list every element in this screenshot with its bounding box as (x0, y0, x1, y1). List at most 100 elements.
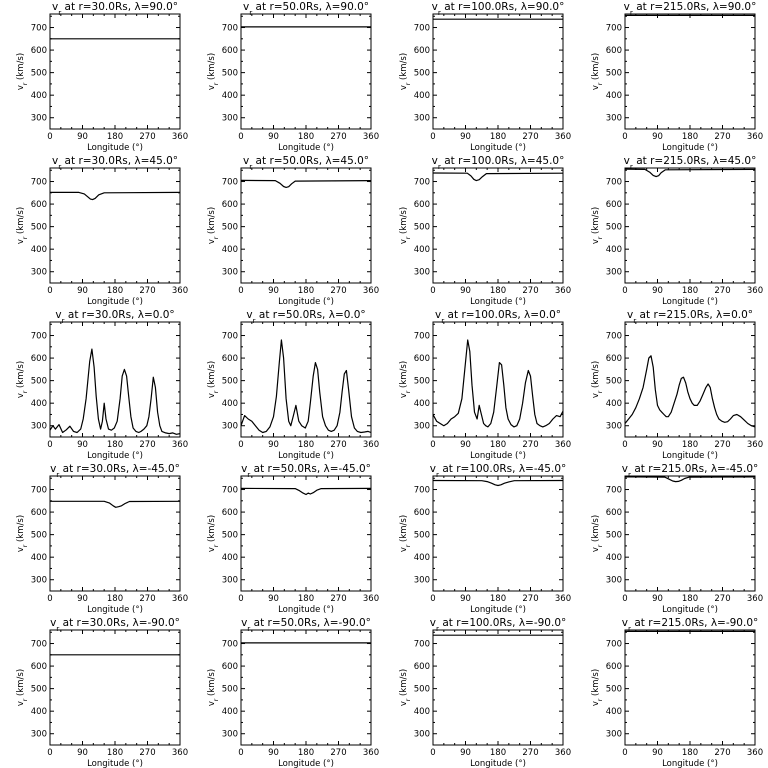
y-axis-label: vr (km/s) (207, 515, 220, 552)
y-axis-label: vr (km/s) (16, 207, 29, 244)
y-tick-label: 300 (606, 730, 622, 740)
panel-r30.0-lat90.0: 0 90 180 270 360 300 400 500 600 700 vr at r=30.0R… (16, 1, 188, 153)
plot-frame (624, 475, 756, 592)
y-axis-label: vr (km/s) (399, 53, 412, 90)
y-tick-label: 600 (222, 662, 238, 672)
y-tick-label: 600 (31, 200, 47, 210)
x-tick-label: 90 (77, 132, 88, 142)
x-tick-label: 270 (714, 594, 730, 604)
y-axis-label: vr (km/s) (207, 669, 220, 706)
y-tick-label: 600 (222, 508, 238, 518)
x-tick-label: 270 (139, 286, 155, 296)
y-tick-label: 300 (31, 114, 47, 124)
y-tick-label: 300 (222, 268, 238, 278)
x-tick-label: 90 (460, 286, 471, 296)
y-tick-label: 500 (31, 377, 47, 387)
y-tick-label: 600 (414, 508, 430, 518)
x-tick-label: 360 (172, 286, 188, 296)
x-tick-label: 180 (298, 748, 314, 758)
x-tick-label: 270 (714, 440, 730, 450)
x-axis-label: Longitude (°) (278, 143, 334, 153)
plot-frame (624, 629, 756, 746)
x-axis-label: Longitude (°) (662, 605, 718, 615)
vr-curve (624, 476, 756, 483)
y-axis-label: vr (km/s) (591, 669, 604, 706)
vr-curve (50, 191, 181, 201)
x-tick-label: 0 (430, 594, 435, 604)
y-tick-label: 500 (414, 531, 430, 541)
vr-curve (432, 479, 564, 487)
panel-r100.0-lat0.0: 0 90 180 270 360 300 400 500 600 700 vr at r=100.0… (399, 309, 571, 461)
y-tick-label: 700 (31, 640, 47, 650)
plot-frame (49, 475, 181, 592)
x-tick-label: 270 (714, 132, 730, 142)
y-tick-label: 700 (606, 178, 622, 188)
x-axis-label: Longitude (°) (470, 297, 526, 307)
y-tick-label: 600 (222, 200, 238, 210)
y-axis-label: vr (km/s) (591, 53, 604, 90)
y-tick-label: 700 (606, 640, 622, 650)
x-tick-label: 270 (139, 440, 155, 450)
x-tick-label: 270 (714, 748, 730, 758)
x-tick-label: 360 (747, 440, 763, 450)
y-tick-label: 500 (31, 531, 47, 541)
x-axis-label: Longitude (°) (470, 759, 526, 768)
y-tick-label: 300 (414, 730, 430, 740)
y-tick-label: 500 (606, 69, 622, 79)
panel-title: vr at r=30.0Rs, λ=90.0° (52, 1, 178, 17)
x-tick-label: 0 (622, 594, 627, 604)
y-tick-label: 600 (414, 354, 430, 364)
x-tick-label: 180 (682, 748, 698, 758)
panel-title: vr at r=100.0Rs, λ=-90.0° (430, 617, 567, 633)
x-tick-label: 0 (622, 748, 627, 758)
x-tick-label: 0 (238, 286, 243, 296)
x-tick-label: 270 (714, 286, 730, 296)
y-tick-label: 700 (222, 640, 238, 650)
x-tick-label: 270 (522, 286, 538, 296)
panel-r50.0-lat45.0: 0 90 180 270 360 300 400 500 600 700 vr at r=50.0R… (207, 155, 379, 307)
y-tick-label: 700 (606, 332, 622, 342)
x-tick-label: 270 (139, 748, 155, 758)
y-tick-label: 500 (31, 685, 47, 695)
x-axis-label: Longitude (°) (87, 297, 143, 307)
y-tick-label: 300 (606, 268, 622, 278)
y-tick-label: 400 (222, 399, 238, 409)
x-tick-label: 180 (107, 132, 123, 142)
y-tick-label: 400 (414, 245, 430, 255)
y-tick-label: 600 (414, 46, 430, 56)
x-tick-label: 180 (298, 286, 314, 296)
x-tick-label: 90 (460, 440, 471, 450)
x-tick-label: 360 (172, 440, 188, 450)
x-axis-label: Longitude (°) (662, 451, 718, 461)
y-tick-label: 600 (31, 508, 47, 518)
y-tick-label: 500 (606, 377, 622, 387)
x-tick-label: 0 (430, 440, 435, 450)
vr-curve (240, 339, 372, 434)
x-tick-label: 270 (139, 132, 155, 142)
vr-curve (624, 168, 756, 178)
x-tick-label: 270 (522, 132, 538, 142)
y-tick-label: 300 (414, 422, 430, 432)
vr-curve (432, 339, 564, 428)
panel-title: vr at r=100.0Rs, λ=90.0° (432, 1, 565, 17)
vr-curve (50, 500, 181, 508)
plot-frame (240, 629, 372, 746)
y-tick-label: 300 (31, 576, 47, 586)
panel-title: vr at r=215.0Rs, λ=-45.0° (622, 463, 759, 479)
x-tick-label: 90 (77, 286, 88, 296)
y-tick-label: 600 (606, 354, 622, 364)
x-tick-label: 0 (47, 132, 52, 142)
x-axis-label: Longitude (°) (87, 759, 143, 768)
x-tick-label: 180 (682, 594, 698, 604)
x-tick-label: 270 (522, 440, 538, 450)
plot-frame (432, 167, 564, 284)
x-tick-label: 0 (238, 132, 243, 142)
x-tick-label: 90 (460, 748, 471, 758)
x-tick-label: 0 (430, 748, 435, 758)
y-tick-label: 300 (31, 422, 47, 432)
y-tick-label: 400 (222, 91, 238, 101)
x-tick-label: 270 (330, 748, 346, 758)
x-tick-label: 0 (238, 748, 243, 758)
